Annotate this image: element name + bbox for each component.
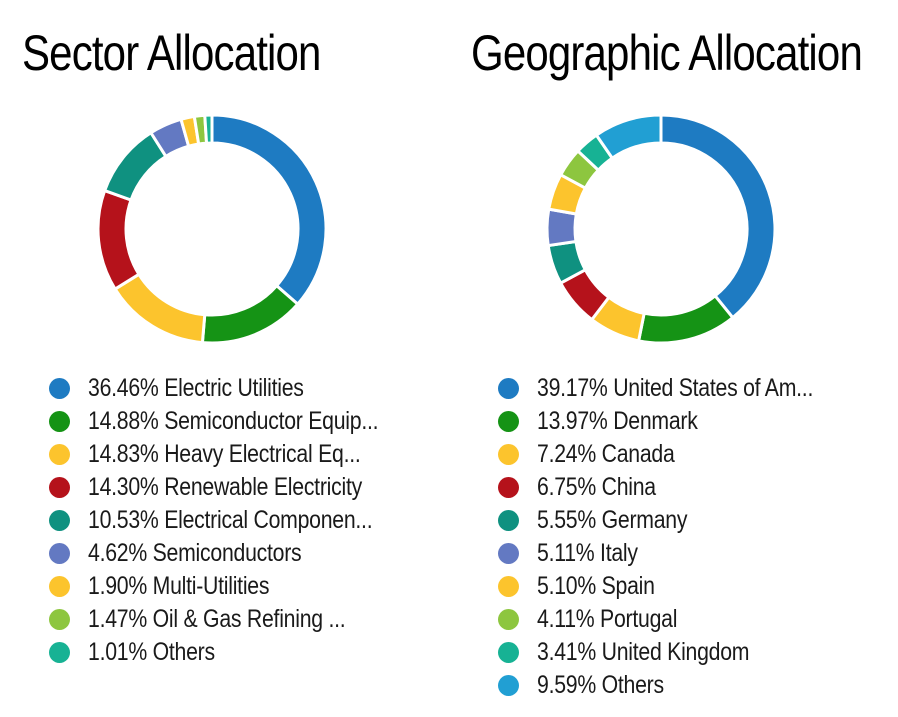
legend-label: 10.53% Electrical Componen...	[88, 506, 373, 534]
legend-label: 3.41% United Kingdom	[537, 638, 750, 666]
legend-label: 5.55% Germany	[537, 506, 688, 534]
legend-item: 1.01% Others	[49, 636, 449, 669]
legend-item: 6.75% China	[498, 471, 898, 504]
legend-label: 14.88% Semiconductor Equip...	[88, 407, 379, 435]
legend-label: 39.17% United States of Am...	[537, 374, 814, 402]
legend-item: 1.90% Multi-Utilities	[49, 570, 449, 603]
legend-color-dot	[49, 543, 70, 564]
legend-item: 5.55% Germany	[498, 504, 898, 537]
legend-item: 10.53% Electrical Componen...	[49, 504, 449, 537]
geographic-allocation-title: Geographic Allocation	[471, 25, 863, 81]
legend-label: 5.11% Italy	[537, 539, 638, 567]
legend-color-dot	[49, 411, 70, 432]
legend-label: 13.97% Denmark	[537, 407, 698, 435]
legend-label: 6.75% China	[537, 473, 656, 501]
legend-label: 9.59% Others	[537, 671, 664, 699]
legend-color-dot	[49, 576, 70, 597]
legend-label: 1.90% Multi-Utilities	[88, 572, 270, 600]
legend-label: 14.83% Heavy Electrical Eq...	[88, 440, 361, 468]
legend-item: 1.47% Oil & Gas Refining ...	[49, 603, 449, 636]
donut-segment-2[interactable]	[200, 283, 300, 344]
legend-label: 5.10% Spain	[537, 572, 655, 600]
legend-label: 14.30% Renewable Electricity	[88, 473, 362, 501]
legend-label: 36.46% Electric Utilities	[88, 374, 304, 402]
legend-item: 5.10% Spain	[498, 570, 898, 603]
legend-item: 13.97% Denmark	[498, 405, 898, 438]
sector-legend: 36.46% Electric Utilities 14.88% Semicond…	[0, 372, 449, 669]
legend-item: 39.17% United States of Am...	[498, 372, 898, 405]
legend-label: 4.62% Semiconductors	[88, 539, 302, 567]
legend-item: 36.46% Electric Utilities	[49, 372, 449, 405]
legend-color-dot	[498, 543, 519, 564]
legend-color-dot	[498, 510, 519, 531]
legend-color-dot	[498, 576, 519, 597]
donut-segment-10[interactable]	[594, 112, 663, 160]
legend-color-dot	[49, 477, 70, 498]
legend-item: 4.11% Portugal	[498, 603, 898, 636]
legend-item: 9.59% Others	[498, 669, 898, 702]
legend-color-dot	[49, 609, 70, 630]
legend-color-dot	[49, 642, 70, 663]
legend-color-dot	[498, 609, 519, 630]
donut-segment-4[interactable]	[96, 188, 141, 291]
legend-color-dot	[49, 510, 70, 531]
legend-item: 14.88% Semiconductor Equip...	[49, 405, 449, 438]
donut-segment-3[interactable]	[113, 271, 207, 344]
legend-label: 4.11% Portugal	[537, 605, 678, 633]
legend-color-dot	[498, 411, 519, 432]
legend-color-dot	[498, 642, 519, 663]
legend-item: 5.11% Italy	[498, 537, 898, 570]
donut-segment-2[interactable]	[636, 293, 735, 344]
legend-color-dot	[498, 444, 519, 465]
sector-donut-chart	[0, 85, 449, 372]
geographic-donut-svg	[545, 112, 777, 344]
legend-color-dot	[498, 675, 519, 696]
sector-allocation-panel: Sector Allocation 36.46% Electric Utilit…	[0, 25, 449, 669]
sector-allocation-title: Sector Allocation	[22, 25, 321, 81]
legend-color-dot	[49, 378, 70, 399]
legend-item: 7.24% Canada	[498, 438, 898, 471]
sector-donut-svg	[96, 112, 328, 344]
donut-segment-9[interactable]	[203, 112, 214, 145]
legend-label: 1.01% Others	[88, 638, 215, 666]
donut-segment-1[interactable]	[210, 112, 328, 306]
geographic-allocation-panel: Geographic Allocation 39.17% United Stat…	[449, 0, 898, 717]
geographic-donut-chart	[449, 85, 898, 372]
legend-color-dot	[498, 477, 519, 498]
legend-item: 4.62% Semiconductors	[49, 537, 449, 570]
legend-item: 14.30% Renewable Electricity	[49, 471, 449, 504]
donut-segment-1[interactable]	[659, 112, 777, 320]
legend-item: 3.41% United Kingdom	[498, 636, 898, 669]
legend-label: 1.47% Oil & Gas Refining ...	[88, 605, 346, 633]
legend-label: 7.24% Canada	[537, 440, 675, 468]
legend-color-dot	[498, 378, 519, 399]
legend-color-dot	[49, 444, 70, 465]
legend-item: 14.83% Heavy Electrical Eq...	[49, 438, 449, 471]
geographic-legend: 39.17% United States of Am... 13.97% Denm…	[449, 372, 898, 702]
